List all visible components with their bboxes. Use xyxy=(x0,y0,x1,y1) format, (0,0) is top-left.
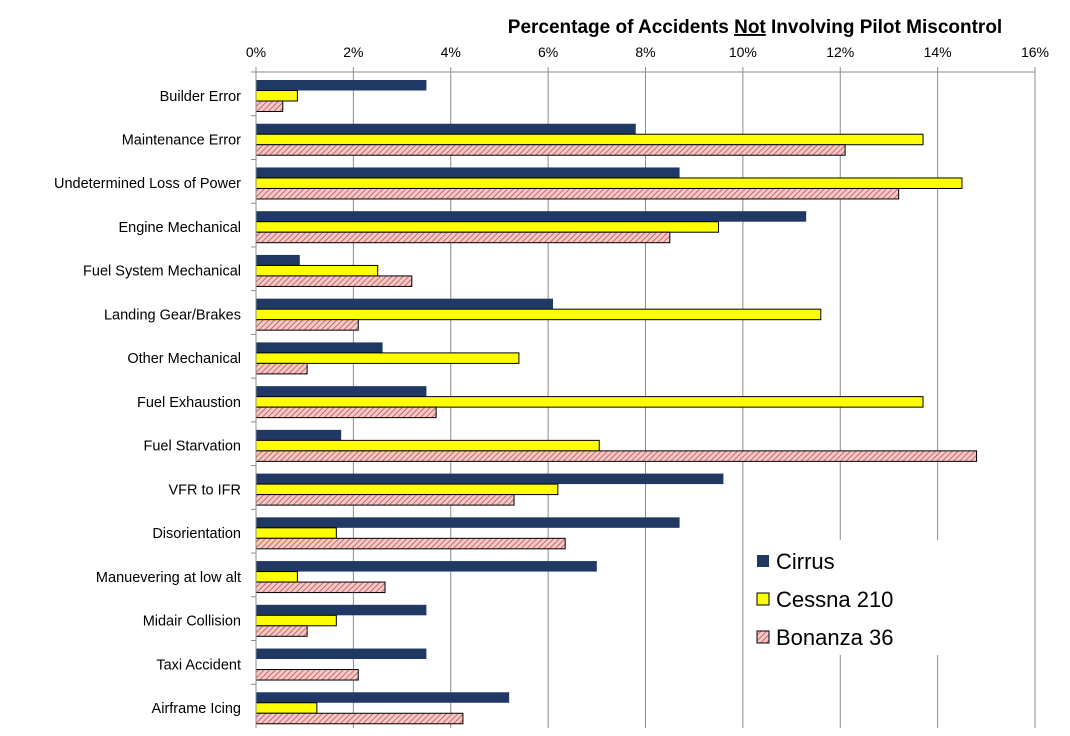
legend-label: Cirrus xyxy=(776,549,835,574)
x-tick-label: 16% xyxy=(1021,44,1049,60)
x-tick-label: 14% xyxy=(924,44,952,60)
bar-cessna-210 xyxy=(255,133,924,146)
bar-cirrus xyxy=(256,473,724,485)
bar-bonanza-36 xyxy=(255,581,386,594)
bar-cirrus xyxy=(256,80,427,91)
category-label: Airframe Icing xyxy=(152,701,241,717)
category-label: Other Mechanical xyxy=(127,351,241,367)
legend: Cirrus Cessna 210 Bonanza 36 xyxy=(744,540,944,655)
bar-cirrus xyxy=(256,386,427,397)
category-label: Taxi Accident xyxy=(156,657,241,673)
bar-cirrus xyxy=(256,298,553,310)
bar-bonanza-36 xyxy=(255,537,566,550)
bar-cessna-210 xyxy=(255,527,337,539)
x-tick-label: 10% xyxy=(729,44,757,60)
bars xyxy=(255,80,978,725)
bar-cessna-210 xyxy=(255,90,298,102)
category-labels: Builder Error Maintenance Error Undetermin… xyxy=(54,89,241,717)
bar-cessna-210 xyxy=(255,702,318,714)
category-label: VFR to IFR xyxy=(168,482,241,498)
chart-title: Percentage of Accidents Not Involving Pi… xyxy=(508,17,1002,38)
bar-bonanza-36 xyxy=(255,275,413,287)
category-label: Fuel System Mechanical xyxy=(83,264,241,280)
bar-cirrus xyxy=(256,692,510,703)
bar-cessna-210 xyxy=(255,352,520,364)
bar-bonanza-36 xyxy=(255,625,308,637)
legend-swatch xyxy=(756,630,770,644)
axes xyxy=(251,71,1035,728)
x-tick-label: 2% xyxy=(343,44,363,60)
legend-swatch xyxy=(756,592,770,606)
x-tick-label: 4% xyxy=(441,44,461,60)
bar-cirrus xyxy=(256,517,680,528)
bar-bonanza-36 xyxy=(255,100,284,112)
bar-bonanza-36 xyxy=(255,362,308,375)
category-label: Builder Error xyxy=(160,89,242,105)
category-label: Fuel Exhaustion xyxy=(137,395,241,411)
x-axis-ticks: 0% 2% 4% 6% 8% 10% 12% 14% 16% xyxy=(246,44,1049,72)
category-label: Maintenance Error xyxy=(122,132,241,148)
x-tick-label: 6% xyxy=(538,44,558,60)
bar-bonanza-36 xyxy=(255,712,464,725)
bar-cessna-210 xyxy=(255,571,298,583)
bar-cirrus xyxy=(256,561,597,572)
bar-cessna-210 xyxy=(255,264,379,277)
bar-cessna-210 xyxy=(255,308,822,321)
bar-bonanza-36 xyxy=(255,450,978,462)
bar-cirrus xyxy=(256,604,427,616)
legend-label: Bonanza 36 xyxy=(776,625,893,650)
bar-bonanza-36 xyxy=(255,494,515,506)
bar-cirrus xyxy=(256,648,427,660)
bar-cirrus xyxy=(256,123,636,135)
bar-cessna-210 xyxy=(255,221,720,233)
category-label: Fuel Starvation xyxy=(143,439,241,455)
category-label: Landing Gear/Brakes xyxy=(104,307,241,323)
category-label: Manuevering at low alt xyxy=(96,570,241,586)
legend-label: Cessna 210 xyxy=(776,587,893,612)
category-label: Disorientation xyxy=(152,526,241,542)
bar-cirrus xyxy=(256,167,680,178)
bar-cirrus xyxy=(256,254,300,266)
category-label: Engine Mechanical xyxy=(118,220,241,236)
x-tick-label: 0% xyxy=(246,44,266,60)
bar-bonanza-36 xyxy=(255,669,359,681)
category-label: Undetermined Loss of Power xyxy=(54,176,241,192)
legend-swatch xyxy=(757,555,769,567)
bar-cessna-210 xyxy=(255,396,924,408)
bar-cessna-210 xyxy=(255,614,337,627)
x-tick-label: 8% xyxy=(635,44,655,60)
bar-cessna-210 xyxy=(255,483,559,496)
bar-bonanza-36 xyxy=(255,187,900,200)
bar-cirrus xyxy=(256,211,807,222)
bar-bonanza-36 xyxy=(255,144,846,156)
bar-bonanza-36 xyxy=(255,406,437,419)
legend-box xyxy=(744,540,944,655)
bar-cirrus xyxy=(256,342,383,353)
bar-bonanza-36 xyxy=(255,319,359,331)
bar-cessna-210 xyxy=(255,177,963,189)
x-tick-label: 12% xyxy=(826,44,854,60)
bar-bonanza-36 xyxy=(255,231,671,244)
bar-cirrus xyxy=(256,429,342,441)
bar-cessna-210 xyxy=(255,439,600,452)
category-label: Midair Collision xyxy=(143,614,241,630)
